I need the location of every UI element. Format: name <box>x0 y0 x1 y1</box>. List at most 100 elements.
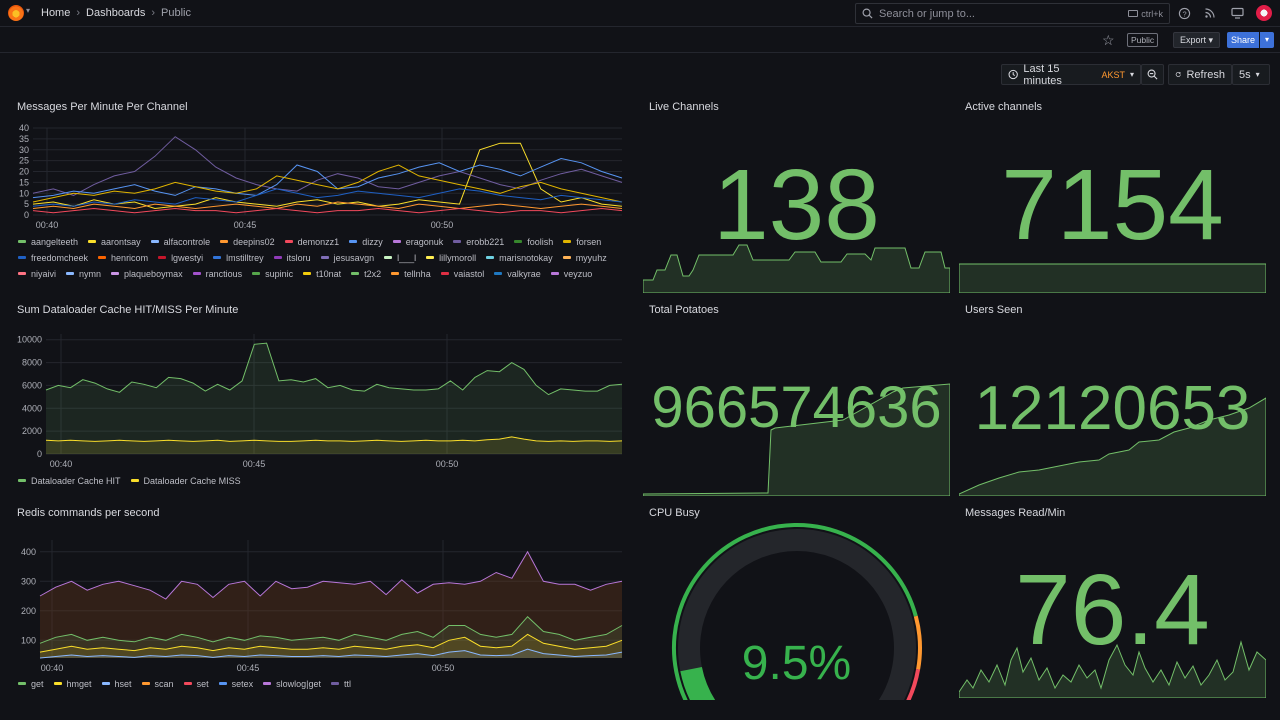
redis-commands-chart[interactable]: 100 200 300 400 00:40 00:45 00:50 <box>0 536 640 674</box>
y-tick-label: 10000 <box>17 335 42 345</box>
legend-item[interactable]: aarontsay <box>88 236 141 247</box>
series-line-dataloader-cache-miss[interactable] <box>45 436 623 442</box>
legend-item[interactable]: set <box>183 678 209 689</box>
series-line-forsen[interactable] <box>32 164 623 203</box>
refresh-button[interactable]: Refresh <box>1168 64 1232 85</box>
search-input[interactable]: Search or jump to... ctrl+k <box>855 3 1170 24</box>
legend-item[interactable]: lgwestyi <box>158 252 203 263</box>
legend-item[interactable]: supinic <box>252 268 293 279</box>
cpu-busy-value: 9.5% <box>741 637 852 690</box>
panel-title-active-channels[interactable]: Active channels <box>965 101 1043 113</box>
series-line-freedomcheek[interactable] <box>32 188 623 207</box>
legend-item[interactable]: lmstilltrey <box>213 252 264 263</box>
legend-item[interactable]: veyzuo <box>550 268 592 279</box>
legend-item[interactable]: eragonuk <box>392 236 443 247</box>
breadcrumb-separator-icon: › <box>76 7 81 19</box>
breadcrumb-home[interactable]: Home <box>41 7 71 19</box>
legend-item[interactable]: valkyrae <box>494 268 541 279</box>
legend-item[interactable]: scan <box>141 678 174 689</box>
legend-item[interactable]: get <box>18 678 44 689</box>
user-avatar[interactable] <box>1256 5 1272 21</box>
legend-swatch <box>98 256 107 259</box>
legend-item[interactable]: hset <box>101 678 132 689</box>
legend-item[interactable]: plaqueboymax <box>111 268 183 279</box>
zoom-out-button[interactable] <box>1141 64 1164 85</box>
legend-item[interactable]: slowlog|get <box>263 678 321 689</box>
legend-swatch <box>426 256 435 259</box>
legend-item[interactable]: aangelteeth <box>18 236 78 247</box>
legend-item[interactable]: dizzy <box>349 236 383 247</box>
legend-item[interactable]: setex <box>218 678 253 689</box>
chevron-down-icon[interactable]: ▾ <box>26 6 31 15</box>
panel-title-live-channels[interactable]: Live Channels <box>649 101 719 113</box>
breadcrumb-separator-icon: › <box>151 7 156 19</box>
legend-label: freedomcheek <box>31 252 89 263</box>
legend-item[interactable]: erobb221 <box>453 236 504 247</box>
series-line-demonzz1[interactable] <box>32 207 623 214</box>
legend-item[interactable]: freedomcheek <box>18 252 88 263</box>
share-menu-chevron-icon[interactable]: ▾ <box>1260 32 1274 48</box>
legend-item[interactable]: deepins02 <box>220 236 275 247</box>
grafana-logo-icon[interactable] <box>8 5 24 21</box>
panel-title-messages-read[interactable]: Messages Read/Min <box>965 507 1066 519</box>
panel-title-dataloader-cache[interactable]: Sum Dataloader Cache HIT/MISS Per Minute <box>17 304 239 316</box>
legend-item[interactable]: foolish <box>514 236 553 247</box>
refresh-interval-picker[interactable]: 5s ▾ <box>1232 64 1270 85</box>
time-range-picker[interactable]: Last 15 minutes AKST ▾ <box>1001 63 1141 87</box>
rss-feed-icon[interactable] <box>1203 6 1217 20</box>
legend-item[interactable]: lillymoroll <box>426 252 476 263</box>
legend-label: get <box>31 678 44 689</box>
x-tick-label: 00:45 <box>243 459 266 469</box>
star-icon[interactable]: ☆ <box>1102 32 1115 48</box>
legend-item[interactable]: vaiastol <box>440 268 484 279</box>
legend-item[interactable]: alfacontrole <box>150 236 210 247</box>
legend-item[interactable]: tellnha <box>391 268 431 279</box>
panel-title-total-potatoes[interactable]: Total Potatoes <box>649 304 719 316</box>
series-line-slowlog-get[interactable] <box>39 550 623 600</box>
legend-item[interactable]: Dataloader Cache HIT <box>18 475 121 486</box>
y-tick-label: 200 <box>21 606 36 616</box>
dataloader-cache-legend: Dataloader Cache HIT Dataloader Cache MIS… <box>18 475 628 486</box>
legend-label: lillymoroll <box>439 252 477 263</box>
share-button[interactable]: Share <box>1227 32 1259 48</box>
legend-item[interactable]: ranctious <box>192 268 242 279</box>
legend-item[interactable]: marisnotokay <box>486 252 553 263</box>
series-line-get[interactable] <box>39 615 623 644</box>
legend-item[interactable]: vonza <box>18 284 55 289</box>
panel-title-cpu-busy[interactable]: CPU Busy <box>649 507 700 519</box>
series-line-hset[interactable] <box>39 648 623 659</box>
legend-item[interactable]: t10nat <box>303 268 341 279</box>
legend-item[interactable]: nymn <box>66 268 101 279</box>
legend-item[interactable]: myyuhz <box>562 252 607 263</box>
series-line-deepins02[interactable] <box>32 201 623 210</box>
export-button[interactable]: Export ▾ <box>1173 32 1221 48</box>
series-line-dizzy[interactable] <box>32 157 623 199</box>
series-line-dataloader-cache-hit[interactable] <box>45 342 623 396</box>
legend-item[interactable]: ttl <box>330 678 351 689</box>
panel-title-redis-commands[interactable]: Redis commands per second <box>17 507 160 519</box>
panel-title-users-seen[interactable]: Users Seen <box>965 304 1023 316</box>
dataloader-cache-chart[interactable]: 0 2000 4000 6000 8000 10000 00:40 00:45 00:50 <box>0 328 640 470</box>
panel-title-messages-per-minute[interactable]: Messages Per Minute Per Channel <box>17 101 188 113</box>
legend-item[interactable]: Dataloader Cache MISS <box>130 475 241 486</box>
series-line-hmget[interactable] <box>39 633 623 653</box>
legend-item[interactable]: henricom <box>98 252 148 263</box>
legend-swatch <box>453 240 462 243</box>
chevron-down-icon: ▾ <box>1255 70 1260 79</box>
help-icon[interactable]: ? <box>1177 6 1191 20</box>
kiosk-mode-icon[interactable] <box>1230 6 1244 20</box>
legend-item[interactable]: itsloru <box>273 252 311 263</box>
legend-item[interactable]: demonzz1 <box>284 236 339 247</box>
series-line-erobb221[interactable] <box>32 136 623 196</box>
legend-item[interactable]: niyaivi <box>18 268 56 279</box>
legend-item[interactable]: hmget <box>53 678 92 689</box>
legend-item[interactable]: l___l <box>384 252 416 263</box>
x-tick-label: 00:45 <box>237 663 260 673</box>
series-line-aarontsay[interactable] <box>32 142 623 210</box>
legend-item[interactable]: forsen <box>563 236 601 247</box>
legend-item[interactable]: t2x2 <box>351 268 381 279</box>
legend-label: t2x2 <box>364 268 382 279</box>
legend-item[interactable]: jesusavgn <box>320 252 374 263</box>
breadcrumb-dashboards[interactable]: Dashboards <box>86 7 146 19</box>
